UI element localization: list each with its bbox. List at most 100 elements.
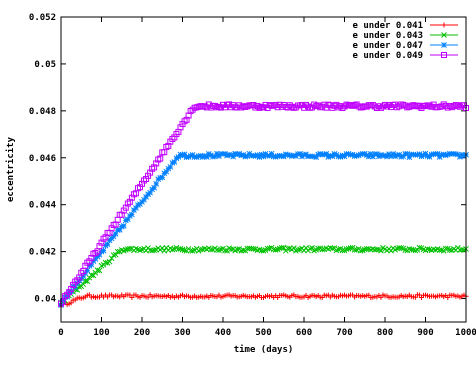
data-point [357, 247, 364, 254]
x-tick-label: 300 [174, 328, 190, 338]
x-tick-label: 600 [296, 328, 312, 338]
data-point [252, 153, 259, 159]
data-point [141, 196, 147, 203]
x-tick-label: 1000 [455, 328, 476, 338]
data-point [319, 246, 326, 253]
data-point [367, 150, 374, 157]
data-point [441, 22, 447, 28]
y-tick-label: 0.04 [34, 295, 56, 305]
data-point [238, 152, 245, 159]
data-point [424, 246, 431, 252]
data-point [278, 153, 285, 159]
data-point [284, 245, 291, 252]
data-point [414, 152, 421, 158]
data-point [315, 151, 322, 158]
data-point [240, 247, 247, 254]
data-point [118, 223, 125, 230]
data-point [163, 168, 170, 175]
data-point [86, 274, 93, 281]
data-point [181, 151, 188, 158]
x-tick-label: 0 [58, 328, 63, 338]
data-point [68, 300, 74, 306]
legend-label: e under 0.047 [353, 41, 423, 51]
data-point [274, 153, 281, 159]
data-point [408, 246, 415, 253]
data-point [260, 153, 267, 160]
data-point [404, 150, 411, 157]
data-point [84, 267, 91, 274]
data-point [169, 246, 176, 253]
data-point [80, 273, 87, 280]
data-point [157, 155, 164, 162]
data-point [151, 247, 158, 253]
y-tick-label: 0.05 [34, 60, 56, 70]
x-tick-label: 900 [417, 328, 433, 338]
data-point [416, 244, 423, 251]
series-4 [58, 101, 469, 307]
data-point [82, 278, 89, 284]
data-point [378, 247, 384, 254]
data-point [278, 244, 285, 251]
data-point [444, 151, 451, 158]
data-point [207, 246, 214, 253]
data-point [84, 278, 91, 285]
data-point [351, 247, 358, 253]
data-point [378, 151, 384, 158]
data-point [212, 153, 218, 160]
data-point [268, 150, 275, 157]
data-point [126, 245, 133, 252]
legend-label: e under 0.049 [353, 51, 423, 61]
data-point [264, 245, 271, 252]
data-point [88, 261, 95, 268]
y-tick-label: 0.042 [29, 248, 56, 258]
data-point [122, 246, 129, 253]
data-point [112, 251, 119, 258]
series-1 [58, 292, 469, 310]
data-point [228, 246, 234, 253]
plot-frame [60, 16, 467, 323]
data-point [104, 241, 111, 248]
x-axis-ticks: 0 100 200 300 400 500 600 700 800 900 1000 [58, 17, 476, 338]
data-point [286, 152, 293, 159]
data-point [124, 216, 131, 223]
data-point [203, 154, 210, 160]
data-point [406, 246, 413, 252]
series-3 [58, 150, 469, 308]
data-point [222, 247, 228, 254]
data-point [441, 42, 447, 48]
y-axis-ticks: 0.04 0.042 0.044 0.046 0.048 0.05 0.052 [29, 13, 466, 305]
data-point [282, 151, 289, 158]
x-axis-label: time (days) [234, 344, 294, 355]
x-tick-label: 700 [336, 328, 352, 338]
data-point [100, 247, 107, 254]
y-tick-label: 0.046 [29, 154, 56, 164]
data-point [380, 152, 386, 159]
data-point [234, 151, 241, 158]
data-point [171, 159, 178, 165]
data-point [260, 247, 267, 254]
data-point [297, 150, 303, 157]
legend-label: e under 0.043 [353, 31, 423, 41]
data-point [453, 151, 459, 157]
data-point [112, 231, 119, 237]
data-point [230, 153, 236, 160]
data-point [193, 154, 200, 160]
data-point [98, 248, 105, 255]
data-point [173, 155, 180, 162]
data-point [224, 152, 230, 159]
data-point [106, 258, 113, 265]
data-point [441, 52, 447, 58]
data-point [135, 202, 141, 208]
data-point [187, 152, 194, 159]
x-tick-label: 800 [377, 328, 393, 338]
data-point [232, 150, 239, 157]
data-point [234, 246, 241, 253]
data-point [461, 153, 467, 159]
data-point [60, 297, 66, 304]
data-point [133, 205, 139, 211]
data-point [353, 152, 360, 159]
data-point [147, 189, 153, 196]
data-point [288, 153, 295, 159]
